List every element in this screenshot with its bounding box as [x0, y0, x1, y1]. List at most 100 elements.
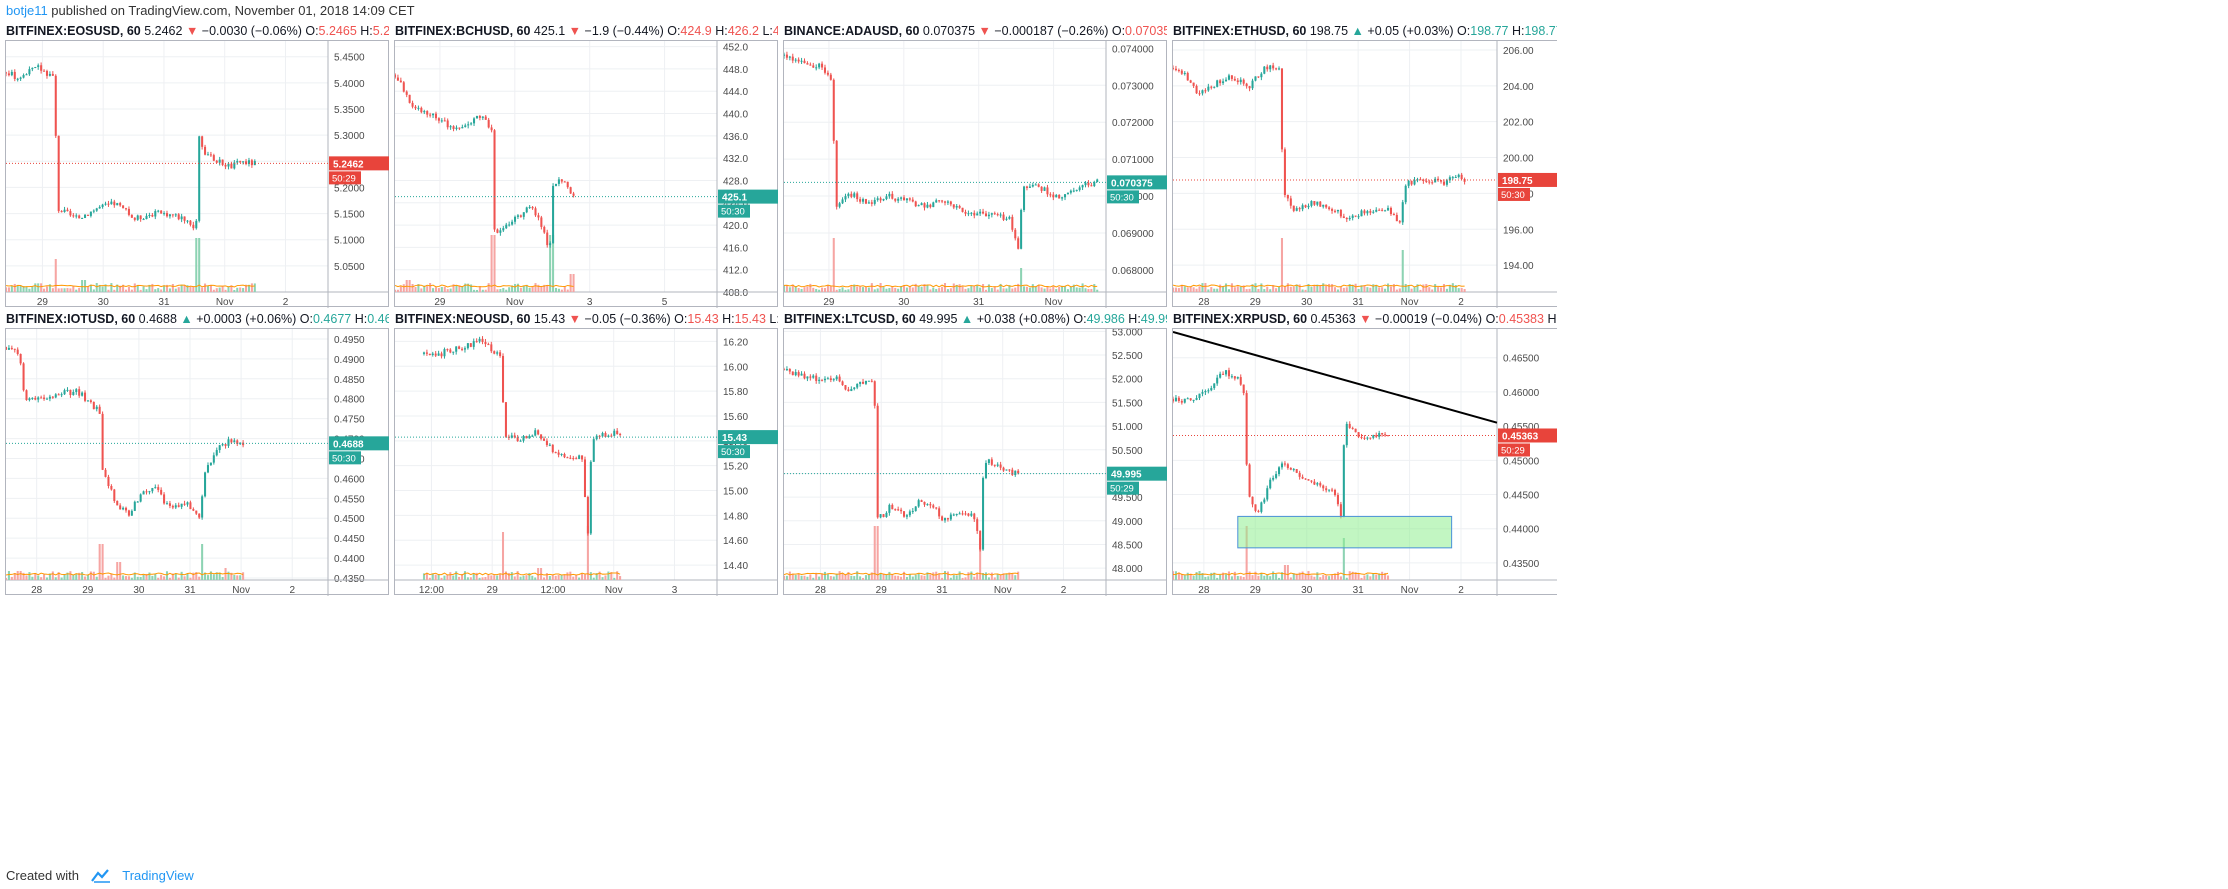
volume-bar	[1351, 284, 1354, 292]
last-price: 198.75	[1306, 24, 1352, 38]
tradingview-link[interactable]: TradingView	[122, 868, 194, 883]
open-label: O:	[1485, 312, 1499, 326]
chart-panel-iotusd[interactable]: BITFINEX:IOTUSD, 60 0.4688 ▲ +0.0003 (+0…	[0, 310, 389, 598]
y-tick-label: 416.0	[723, 243, 748, 254]
chart-panel-bchusd[interactable]: BITFINEX:BCHUSD, 60 425.1 ▼ −1.9 (−0.44%…	[389, 22, 778, 310]
candle-body	[1431, 182, 1434, 184]
chart-svg[interactable]: 5.45005.40005.35005.30005.25005.20005.15…	[6, 41, 389, 308]
chart-area[interactable]: 5.45005.40005.35005.30005.25005.20005.15…	[5, 40, 389, 308]
volume-bar	[201, 287, 204, 292]
volume-bar	[885, 574, 888, 580]
candle-body	[104, 469, 107, 477]
candle-body	[452, 126, 455, 129]
volume-bar	[1263, 289, 1266, 292]
candle-body	[534, 430, 537, 436]
volume-bar	[1248, 288, 1251, 292]
chart-area[interactable]: 452.0 448.0 444.0 440.0 436.0 432.0 428.0 424.0…	[394, 40, 778, 308]
volume-bar	[1204, 283, 1207, 292]
candle-body	[1275, 474, 1278, 478]
candle-body	[1307, 205, 1310, 208]
volume-bar	[1278, 286, 1281, 292]
volume-bar	[16, 571, 19, 580]
trendline[interactable]	[1173, 331, 1498, 424]
candle-body	[1040, 186, 1043, 191]
last-price-badge	[718, 189, 778, 204]
volume-bar	[180, 571, 183, 580]
candle-body	[224, 164, 227, 167]
open-value: 15.43	[687, 312, 723, 326]
volume-bar	[943, 283, 947, 292]
author-link[interactable]: botje11	[6, 3, 48, 18]
chart-area[interactable]: 53.00052.50052.00051.50051.00050.50050.0…	[783, 328, 1167, 596]
candle-body	[89, 400, 92, 402]
candle-body	[1451, 177, 1454, 179]
candle-body	[859, 199, 862, 202]
candle-body	[154, 211, 157, 217]
volume-bar	[154, 289, 157, 292]
volume-bar	[1336, 571, 1339, 580]
candle-body	[174, 214, 177, 216]
volume-bar	[961, 286, 964, 292]
chart-svg[interactable]: 0.49500.49000.48500.48000.47500.47000.46…	[6, 329, 389, 596]
volume-bar	[1251, 575, 1254, 580]
volume-bar	[1460, 287, 1463, 292]
chart-svg[interactable]: 452.0448.0444.0440.0436.0432.0428.0424.0…	[395, 41, 778, 308]
candle-body	[98, 206, 101, 209]
candle-body	[1283, 463, 1286, 465]
candle-body	[411, 102, 414, 107]
countdown-label: 50:29	[1110, 484, 1134, 495]
volume-bar	[1177, 572, 1180, 580]
volume-bar	[168, 577, 171, 580]
y-tick-label: 0.4450	[334, 534, 365, 545]
volume-bar	[1201, 573, 1204, 580]
candle-body	[443, 120, 446, 122]
y-tick-label: 0.071000	[1112, 155, 1154, 166]
chart-area[interactable]: 0.46500 0.46000 0.45500 0.45000 0.44500 0.440…	[1172, 328, 1557, 596]
chart-svg[interactable]: 0.0740000.0730000.0720000.0710000.070000…	[784, 41, 1167, 308]
chart-panel-ethusd[interactable]: BITFINEX:ETHUSD, 60 198.75 ▲ +0.05 (+0.0…	[1167, 22, 1557, 310]
chart-svg[interactable]: 206.00204.00202.00200.00198.00196.00194.…	[1173, 41, 1557, 308]
volume-bar	[794, 286, 797, 292]
volume-bar	[478, 577, 481, 580]
volume-bar	[999, 575, 1002, 580]
candle-body	[1183, 72, 1186, 74]
change-value: −0.000187 (−0.26%)	[990, 24, 1112, 38]
chart-area[interactable]: 16.2016.0015.8015.6015.4015.2015.0014.80…	[394, 328, 778, 596]
chart-panel-xrpusd[interactable]: BITFINEX:XRPUSD, 60 0.45363 ▼ −0.00019 (…	[1167, 310, 1557, 598]
candle-body	[803, 60, 806, 64]
candle-body	[900, 197, 903, 199]
chart-panel-ltcusd[interactable]: BITFINEX:LTCUSD, 60 49.995 ▲ +0.038 (+0.…	[778, 310, 1167, 598]
candle-body	[437, 353, 440, 356]
volume-bar	[809, 283, 812, 292]
chart-panel-adausd[interactable]: BINANCE:ADAUSD, 60 0.070375 ▼ −0.000187 …	[778, 22, 1167, 310]
open-value: 49.986	[1086, 312, 1129, 326]
chart-area[interactable]: 0.49500.49000.48500.48000.47500.47000.46…	[5, 328, 389, 596]
volume-bar	[797, 573, 800, 580]
chart-panel-neousd[interactable]: BITFINEX:NEOUSD, 60 15.43 ▼ −0.05 (−0.36…	[389, 310, 778, 598]
volume-bar	[215, 288, 218, 292]
volume-bar	[867, 287, 870, 292]
support-zone-rectangle[interactable]	[1237, 515, 1453, 549]
candle-body	[151, 214, 154, 217]
volume-bar	[496, 575, 499, 580]
candle-body	[395, 74, 397, 78]
volume-bar	[882, 287, 885, 292]
volume-bar	[973, 576, 976, 580]
volume-bar	[557, 288, 560, 292]
candle-body	[1173, 67, 1175, 69]
chart-area[interactable]: 206.00204.00202.00200.00198.00196.00194.…	[1172, 40, 1557, 308]
chart-area[interactable]: 0.0740000.0730000.0720000.0710000.070000…	[783, 40, 1167, 308]
last-price-label: 0.45363	[1502, 431, 1539, 442]
countdown-badge	[329, 171, 361, 185]
chart-svg[interactable]: 16.2016.0015.8015.6015.4015.2015.0014.80…	[395, 329, 778, 596]
chart-svg[interactable]: 53.00052.50052.00051.50051.00050.50050.0…	[784, 329, 1167, 596]
candle-body	[525, 436, 528, 439]
candle-body	[821, 379, 824, 381]
y-tick-label: 15.20	[723, 462, 748, 473]
volume-bar	[230, 572, 233, 580]
candle-body	[1301, 476, 1304, 479]
volume-bar	[572, 576, 575, 580]
chart-panel-eosusd[interactable]: BITFINEX:EOSUSD, 60 5.2462 ▼ −0.0030 (−0…	[0, 22, 389, 310]
candle-body	[794, 59, 797, 61]
chart-svg[interactable]: 0.465000.460000.455000.450000.445000.440…	[1173, 329, 1557, 596]
